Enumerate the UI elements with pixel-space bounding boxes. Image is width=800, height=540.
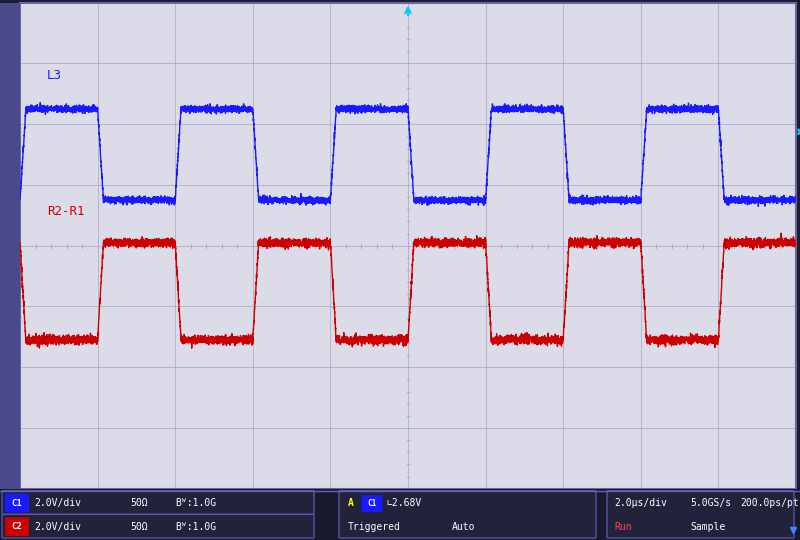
Text: ∟2.68V: ∟2.68V	[386, 498, 422, 508]
FancyBboxPatch shape	[2, 514, 314, 538]
Text: 50Ω: 50Ω	[130, 522, 148, 532]
FancyBboxPatch shape	[2, 491, 314, 514]
FancyBboxPatch shape	[607, 491, 794, 538]
Text: Bᵂ:1.0G: Bᵂ:1.0G	[175, 498, 216, 508]
FancyBboxPatch shape	[5, 517, 29, 536]
Text: 1: 1	[3, 150, 10, 160]
Text: C2: C2	[12, 522, 22, 531]
FancyBboxPatch shape	[362, 495, 382, 512]
Text: Sample: Sample	[690, 522, 726, 532]
Text: Bᵂ:1.0G: Bᵂ:1.0G	[175, 522, 216, 532]
Text: R2-R1: R2-R1	[47, 205, 85, 218]
Text: 2.0μs/div: 2.0μs/div	[614, 498, 667, 508]
FancyBboxPatch shape	[5, 494, 29, 512]
Text: 2.0V/div: 2.0V/div	[34, 498, 81, 508]
Text: 200.0ps/pt: 200.0ps/pt	[740, 498, 798, 508]
Text: Auto: Auto	[452, 522, 475, 532]
Text: Run: Run	[614, 522, 632, 532]
Text: 2: 2	[3, 286, 10, 296]
Text: 5.0GS/s: 5.0GS/s	[690, 498, 731, 508]
Text: A: A	[348, 498, 354, 508]
Text: Triggered: Triggered	[348, 522, 401, 532]
FancyBboxPatch shape	[339, 491, 596, 538]
Text: C1: C1	[367, 499, 377, 508]
Text: 2.0V/div: 2.0V/div	[34, 522, 81, 532]
Text: L3: L3	[47, 69, 62, 82]
Text: C1: C1	[12, 498, 22, 508]
Text: 50Ω: 50Ω	[130, 498, 148, 508]
